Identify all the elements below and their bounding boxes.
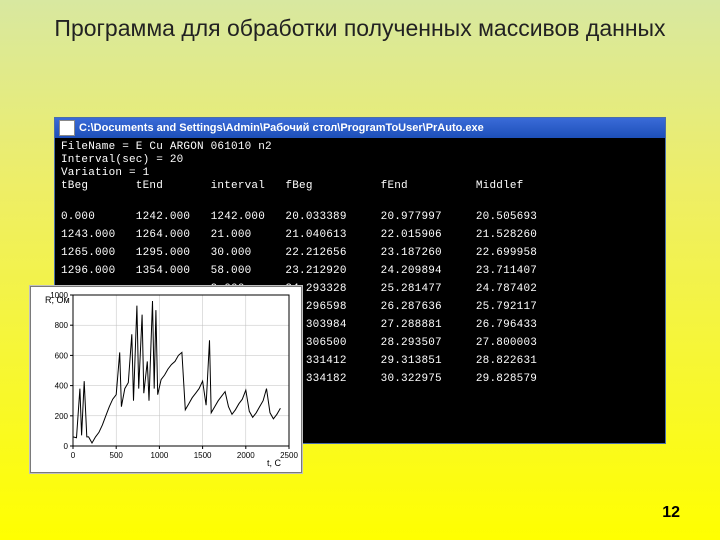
console-data-row: 0.000 1242.000 1242.000 20.033389 20.977…	[61, 212, 659, 223]
svg-text:600: 600	[55, 351, 69, 360]
resistance-chart: 0500100015002000250002004006008001000R, …	[30, 286, 302, 473]
svg-text:1000: 1000	[151, 451, 169, 460]
svg-text:1500: 1500	[194, 451, 212, 460]
page-number: 12	[662, 504, 680, 522]
svg-text:800: 800	[55, 321, 69, 330]
console-header-row: tBeg tEnd interval fBeg fEnd Middlef	[61, 181, 659, 192]
svg-text:0: 0	[71, 451, 76, 460]
console-data-row: 1265.000 1295.000 30.000 22.212656 23.18…	[61, 248, 659, 259]
console-meta-variation: Variation = 1	[61, 168, 659, 179]
svg-text:2000: 2000	[237, 451, 255, 460]
svg-text:t, C: t, C	[267, 458, 282, 468]
svg-text:R, Ом: R, Ом	[45, 295, 70, 305]
slide-title: Программа для обработки полученных масси…	[0, 0, 720, 43]
app-icon	[59, 120, 75, 136]
svg-text:2500: 2500	[280, 451, 298, 460]
titlebar-text: C:\Documents and Settings\Admin\Рабочий …	[79, 122, 484, 134]
console-meta-filename: FileName = E Cu ARGON 061010 n2	[61, 142, 659, 153]
svg-text:400: 400	[55, 382, 69, 391]
window-titlebar[interactable]: C:\Documents and Settings\Admin\Рабочий …	[55, 118, 665, 138]
console-data-row: 1296.000 1354.000 58.000 23.212920 24.20…	[61, 266, 659, 277]
svg-text:500: 500	[110, 451, 124, 460]
svg-text:0: 0	[64, 442, 69, 451]
console-meta-interval: Interval(sec) = 20	[61, 155, 659, 166]
console-data-row: 1243.000 1264.000 21.000 21.040613 22.01…	[61, 230, 659, 241]
svg-text:200: 200	[55, 412, 69, 421]
